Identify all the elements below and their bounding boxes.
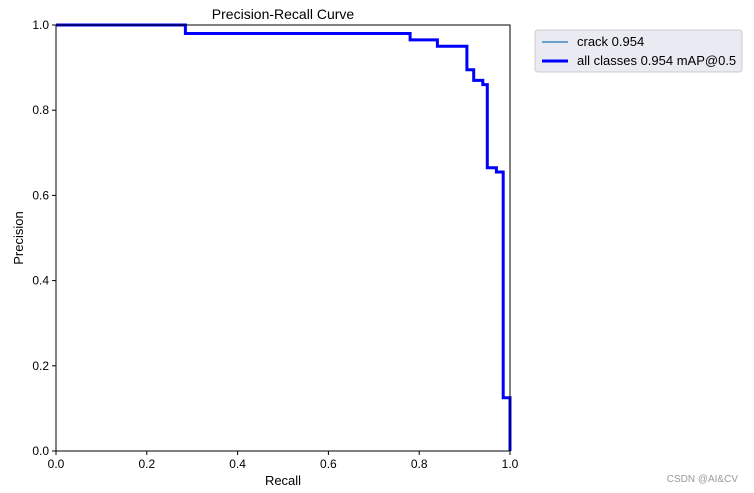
watermark: CSDN @AI&CV xyxy=(666,474,738,485)
x-axis-label: Recall xyxy=(265,473,301,488)
y-tick-label: 0.0 xyxy=(32,444,49,458)
legend-label-1: all classes 0.954 mAP@0.5 xyxy=(577,53,736,68)
y-tick-label: 0.8 xyxy=(32,103,49,117)
y-tick-label: 0.6 xyxy=(32,188,49,202)
y-tick-label: 0.2 xyxy=(32,359,49,373)
x-tick-label: 0.4 xyxy=(229,457,246,471)
x-tick-label: 0.2 xyxy=(138,457,155,471)
legend-box xyxy=(534,29,743,73)
series-line-1 xyxy=(56,23,512,451)
chart-title: Precision-Recall Curve xyxy=(212,6,355,22)
y-tick-label: 1.0 xyxy=(32,18,49,32)
y-axis-label: Precision xyxy=(11,211,26,264)
x-tick-label: 0.8 xyxy=(411,457,428,471)
x-tick-label: 1.0 xyxy=(502,457,519,471)
x-tick-label: 0.0 xyxy=(48,457,65,471)
series-line-0 xyxy=(56,24,511,451)
plot-frame xyxy=(55,24,511,452)
y-tick-label: 0.4 xyxy=(32,274,49,288)
legend-label-0: crack 0.954 xyxy=(577,34,644,49)
legend: crack 0.954 all classes 0.954 mAP@0.5 xyxy=(534,29,743,73)
plot-area: 0.0 0.2 0.4 0.6 0.8 1.0 0.0 0.2 0.4 0.6 0.8 1.0 xyxy=(32,18,518,471)
x-tick-label: 0.6 xyxy=(320,457,337,471)
